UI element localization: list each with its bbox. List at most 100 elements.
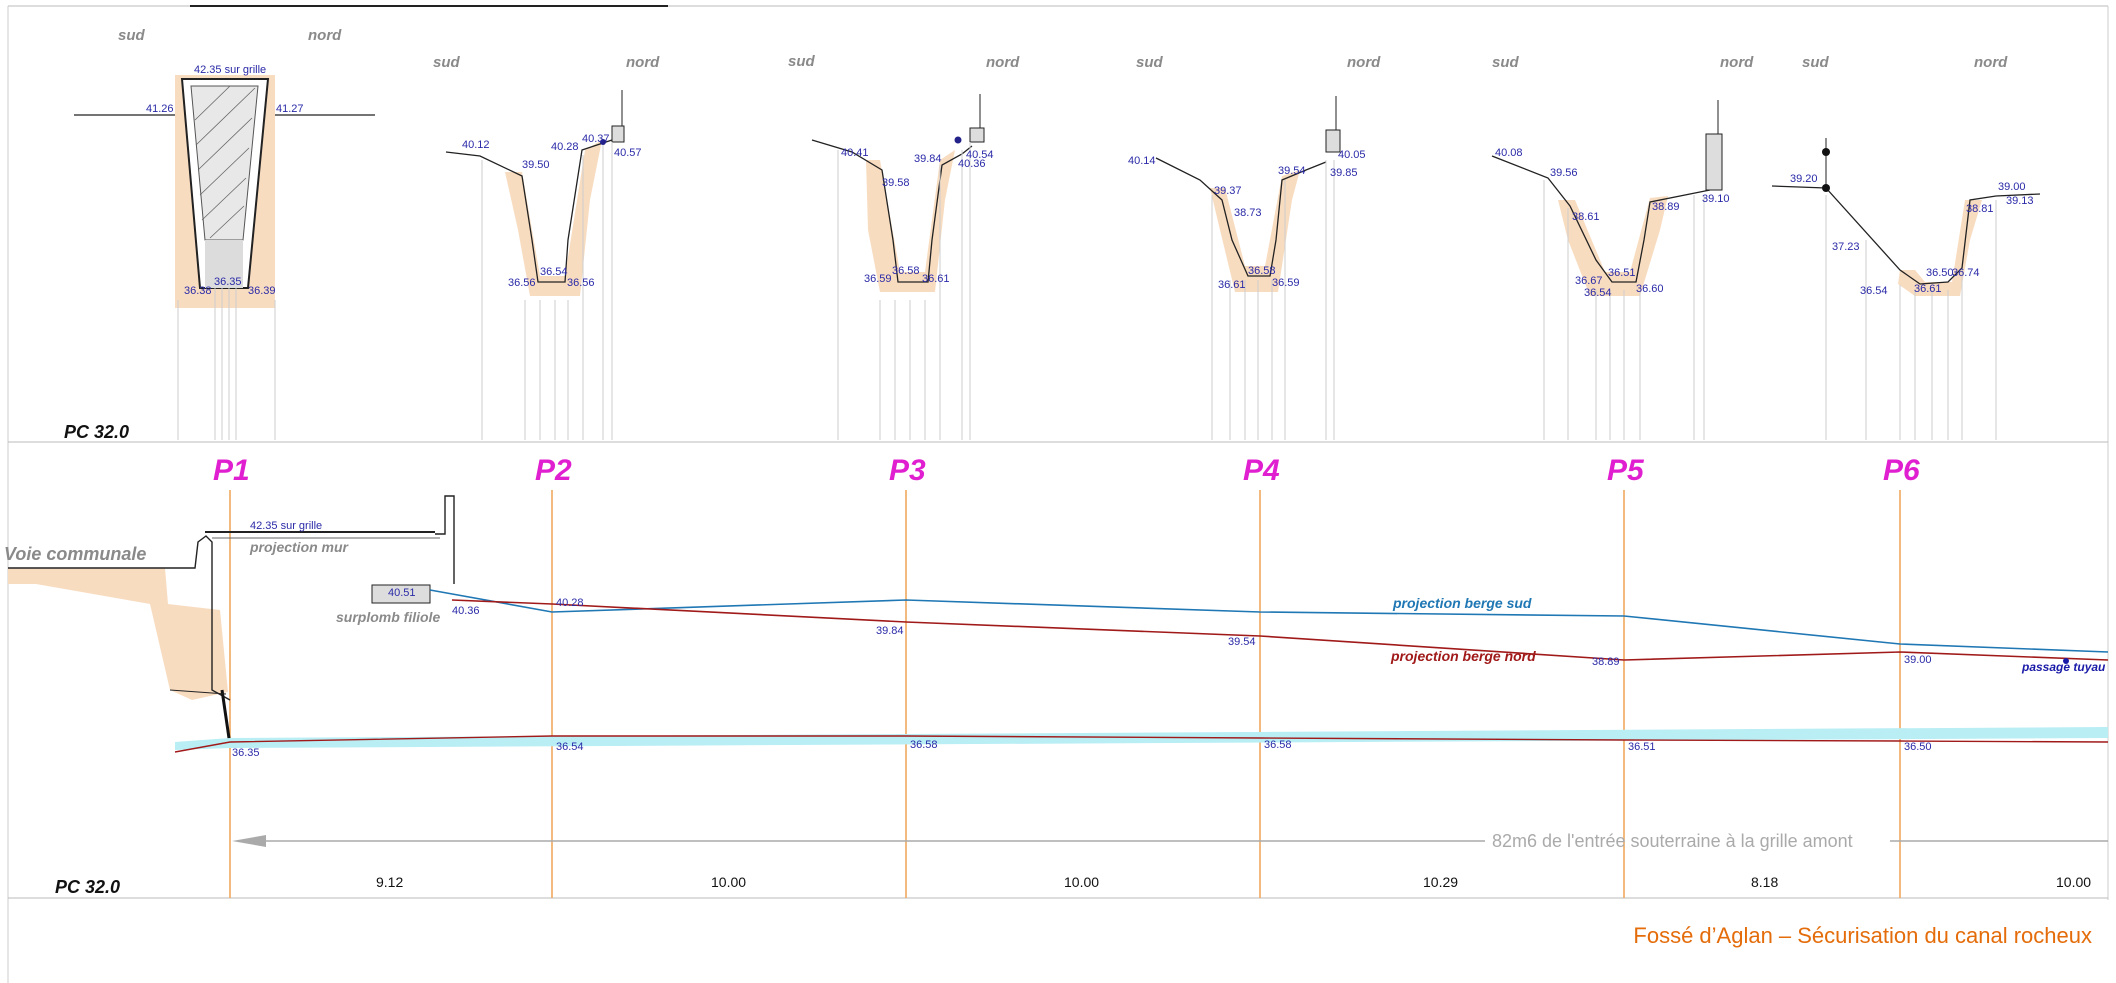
segment-distance: 10.00 bbox=[2056, 874, 2091, 890]
cross-section-p6: 39.20 37.23 39.00 39.13 38.81 36.54 36.5… bbox=[1771, 138, 2041, 440]
elevation-label: 36.61 bbox=[922, 273, 950, 285]
profile-labels: P1 P2 P3 P4 P5 P6 bbox=[213, 454, 1920, 487]
elevation-label: 36.58 bbox=[1248, 265, 1276, 277]
elevation-label: 39.37 bbox=[1214, 185, 1242, 197]
cross-section-p1: 42.35 sur grille 41.26 41.27 36.38 36.35… bbox=[74, 64, 375, 440]
north-label: nord bbox=[1720, 54, 1754, 71]
elevation-label: 39.20 bbox=[1790, 173, 1818, 185]
channel-bottom bbox=[174, 735, 2109, 753]
profile-label-p2: P2 bbox=[535, 454, 572, 487]
elevation-label: 39.58 bbox=[882, 177, 910, 189]
berge-nord-line bbox=[451, 599, 2109, 661]
bottom-elevation: 36.54 bbox=[556, 741, 584, 753]
elevation-label: 36.35 bbox=[214, 276, 242, 288]
south-label: sud bbox=[788, 53, 816, 70]
guide-lines bbox=[837, 142, 971, 440]
elevation-label: 40.08 bbox=[1495, 147, 1523, 159]
bottom-elevation: 36.51 bbox=[1628, 741, 1656, 753]
profile-label-p6: P6 bbox=[1883, 454, 1920, 487]
p3-elevations: 40.41 39.58 39.84 40.54 40.36 36.59 36.5… bbox=[841, 147, 994, 285]
pc-label-upper: PC 32.0 bbox=[64, 422, 129, 442]
elevation-label: 36.56 bbox=[508, 277, 536, 289]
elevation-label: 39.84 bbox=[914, 153, 942, 165]
elevation-label: 36.60 bbox=[1636, 283, 1664, 295]
terrain-profile bbox=[811, 139, 973, 283]
guide-lines bbox=[177, 288, 276, 440]
cross-section-p5: 40.08 39.56 38.61 38.89 39.10 36.67 36.5… bbox=[1491, 100, 1730, 440]
p2-elevations: 40.12 39.50 40.28 40.37 40.57 36.56 36.5… bbox=[462, 133, 642, 289]
elevation-label: 41.27 bbox=[276, 103, 304, 115]
elevation-label: 39.54 bbox=[1278, 165, 1306, 177]
elevation-label: 38.73 bbox=[1234, 207, 1262, 219]
survey-point bbox=[1822, 184, 1830, 192]
distance-arrow-head bbox=[232, 835, 266, 847]
road-label: Voie communale bbox=[4, 544, 146, 564]
soil-fill bbox=[1898, 200, 1982, 296]
elevation-label: 38.61 bbox=[1572, 211, 1600, 223]
bottom-elevation: 36.50 bbox=[1904, 741, 1932, 753]
top-elevation: 39.54 bbox=[1228, 636, 1256, 648]
segment-distance: 10.00 bbox=[1064, 874, 1099, 890]
guide-lines bbox=[1825, 195, 1997, 440]
top-elevations: 40.36 40.28 39.84 39.54 38.89 39.00 bbox=[452, 597, 1932, 668]
guide-lines bbox=[481, 142, 613, 440]
elevation-label: 36.54 bbox=[540, 266, 568, 278]
profile-label-p3: P3 bbox=[889, 454, 926, 487]
terrain-profile bbox=[1771, 185, 2041, 285]
footer-title: Fossé d’Aglan – Sécurisation du canal ro… bbox=[1633, 923, 2092, 948]
grille-label: 42.35 sur grille bbox=[250, 520, 322, 532]
elevation-label: 40.14 bbox=[1128, 155, 1156, 167]
profile-guides bbox=[229, 490, 1901, 898]
elevation-label: 42.35 sur grille bbox=[194, 64, 266, 76]
top-elevation: 39.84 bbox=[876, 625, 904, 637]
soil-fill bbox=[1558, 196, 1668, 296]
p6-elevations: 39.20 37.23 39.00 39.13 38.81 36.54 36.5… bbox=[1790, 173, 2034, 297]
elevation-label: 40.36 bbox=[958, 158, 986, 170]
survey-point bbox=[600, 139, 606, 145]
elevation-label: 40.54 bbox=[966, 149, 994, 161]
segment-distance: 9.12 bbox=[376, 874, 403, 890]
elevation-label: 39.00 bbox=[1998, 181, 2026, 193]
distance-label: 82m6 de l'entrée souterraine à la grille… bbox=[1492, 831, 1853, 851]
elevation-label: 36.61 bbox=[1218, 279, 1246, 291]
south-label: sud bbox=[118, 27, 146, 44]
elevation-label: 36.59 bbox=[864, 273, 892, 285]
top-elevation: 40.36 bbox=[452, 605, 480, 617]
wall-outline bbox=[435, 495, 455, 584]
cross-section-p3: 40.41 39.58 39.84 40.54 40.36 36.59 36.5… bbox=[811, 94, 994, 440]
top-elevation: 40.28 bbox=[556, 597, 584, 609]
survey-point bbox=[954, 136, 962, 144]
berge-nord-label: projection berge nord bbox=[1390, 648, 1536, 664]
guide-lines bbox=[1211, 160, 1335, 440]
elevation-label: 36.54 bbox=[1584, 287, 1612, 299]
elevation-label: 40.57 bbox=[614, 147, 642, 159]
profile-label-p1: P1 bbox=[213, 454, 250, 487]
south-label: sud bbox=[1136, 54, 1164, 71]
elevation-label: 39.10 bbox=[1702, 193, 1730, 205]
elevation-label: 36.39 bbox=[248, 285, 276, 297]
south-label: sud bbox=[1802, 54, 1830, 71]
wall-block bbox=[1705, 133, 1723, 191]
orientation-labels: sud nord sud nord sud nord sud nord sud … bbox=[118, 27, 2008, 71]
bottom-elevation: 36.58 bbox=[1264, 739, 1292, 751]
elevation-label: 39.56 bbox=[1550, 167, 1578, 179]
elevation-label: 40.41 bbox=[841, 147, 869, 159]
elevation-label: 38.81 bbox=[1966, 203, 1994, 215]
water-band bbox=[175, 727, 2108, 750]
south-label: sud bbox=[433, 54, 461, 71]
south-label: sud bbox=[1492, 54, 1520, 71]
terrain-profile bbox=[1491, 155, 1711, 283]
filiole-elevation: 40.51 bbox=[388, 587, 416, 599]
elevation-label: 36.59 bbox=[1272, 277, 1300, 289]
north-label: nord bbox=[1347, 54, 1381, 71]
pipe-label: passage tuyau bbox=[2021, 660, 2106, 674]
elevation-label: 36.54 bbox=[1860, 285, 1888, 297]
soil-fill bbox=[866, 150, 955, 292]
terrain-profile bbox=[1155, 157, 1327, 277]
north-label: nord bbox=[1974, 54, 2008, 71]
wall-profile bbox=[8, 535, 231, 701]
wall-block bbox=[611, 125, 625, 143]
pipe-point bbox=[2063, 658, 2069, 664]
elevation-label: 41.26 bbox=[146, 103, 174, 115]
